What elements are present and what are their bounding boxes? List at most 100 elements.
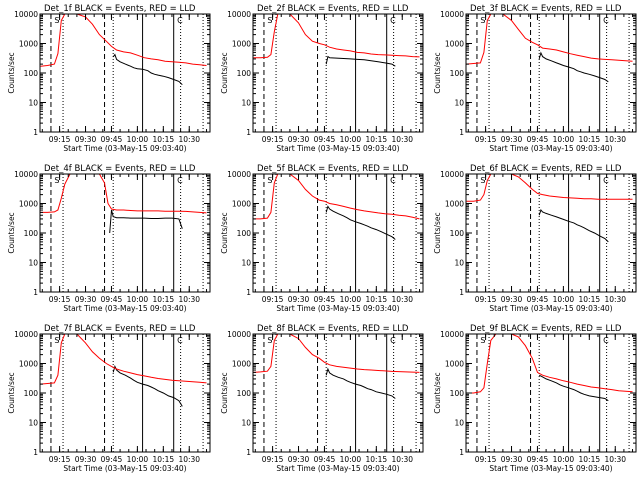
trigger-marker: C [603,176,609,185]
plot-frame [465,173,637,293]
plot-frame [465,333,637,453]
plot-frame [252,173,424,293]
chart-panel: 1 10 100 1000 10000 09:15 09:30 09:45 10:00 10:15… [7,4,211,153]
chart-title: Det_6f BLACK = Events, RED = LLD [470,164,622,174]
y-axis-label: Counts/sec [220,212,229,253]
x-axis-label: Start Time (03-May-15 09:03:40) [489,464,612,473]
x-tick-label: 09:30 [501,455,523,464]
x-tick-label: 09:30 [501,295,523,304]
x-axis-label: Start Time (03-May-15 09:03:40) [63,464,186,473]
y-tick-label: 10 [454,419,464,428]
events-series-line [325,367,396,399]
y-tick-label: 10000 [227,330,251,339]
trigger-marker: C [390,336,396,345]
x-tick-label: 09:15 [49,295,71,304]
x-tick-label: 10:30 [604,295,626,304]
x-tick-label: 10:30 [178,295,200,304]
chart-title: Det_2f BLACK = Events, RED = LLD [257,4,409,14]
y-tick-label: 100 [24,69,39,78]
x-axis-label: Start Time (03-May-15 09:03:40) [276,304,399,313]
events-series-line [109,209,183,234]
trigger-marker: C [390,16,396,25]
lld-series-line [40,173,207,214]
lld-series-line [466,333,633,394]
trigger-marker: C [603,16,609,25]
y-tick-label: 10000 [440,330,464,339]
trigger-marker: S [480,16,485,25]
chart-title: Det_4f BLACK = Events, RED = LLD [44,164,196,174]
x-tick-label: 09:30 [288,455,310,464]
x-tick-label: 09:30 [75,455,97,464]
x-axis-label: Start Time (03-May-15 09:03:40) [63,304,186,313]
trigger-marker: S [54,336,59,345]
x-tick-label: 09:30 [288,135,310,144]
y-tick-label: 10000 [14,170,38,179]
events-series-line [538,51,609,83]
y-tick-label: 10000 [14,330,38,339]
y-tick-label: 10 [28,99,38,108]
trigger-marker: C [177,176,183,185]
y-tick-label: 10000 [440,170,464,179]
x-tick-label: 10:00 [340,135,362,144]
x-tick-label: 10:15 [579,135,601,144]
y-tick-label: 100 [24,229,39,238]
y-tick-label: 100 [450,69,465,78]
trigger-marker: C [390,176,396,185]
x-tick-label: 09:15 [475,295,497,304]
y-tick-label: 10000 [227,170,251,179]
chart-panel: 1 10 100 1000 10000 09:15 09:30 09:45 10:00 10:15… [433,324,637,473]
x-tick-label: 09:15 [475,135,497,144]
chart-panel: 1 10 100 1000 10000 09:15 09:30 09:45 10:00 10:15… [7,324,211,473]
events-series-line [112,53,183,86]
x-axis-label: Start Time (03-May-15 09:03:40) [489,144,612,153]
y-tick-label: 1000 [19,200,38,209]
y-tick-label: 1000 [19,360,38,369]
y-axis-label: Counts/sec [7,52,16,93]
y-axis-label: Counts/sec [433,52,442,93]
plot-frame [39,173,211,293]
x-tick-label: 10:30 [604,455,626,464]
plot-frame [465,13,637,133]
x-tick-label: 10:15 [366,455,388,464]
x-tick-label: 10:30 [391,455,413,464]
y-tick-label: 1000 [19,40,38,49]
y-tick-label: 10000 [227,10,251,19]
x-tick-label: 09:15 [262,455,284,464]
trigger-marker: S [267,176,272,185]
y-tick-label: 1000 [445,360,464,369]
y-tick-label: 1 [246,288,251,297]
lld-series-line [253,173,420,220]
trigger-marker: S [480,176,485,185]
y-tick-label: 10 [241,99,251,108]
y-tick-label: 1 [246,128,251,137]
trigger-marker: S [267,16,272,25]
x-tick-label: 10:15 [366,295,388,304]
trigger-marker: S [267,336,272,345]
x-tick-label: 09:45 [101,135,123,144]
y-tick-label: 10 [241,259,251,268]
x-tick-label: 10:30 [391,295,413,304]
x-tick-label: 09:30 [75,295,97,304]
y-tick-label: 10000 [14,10,38,19]
chart-panel: 1 10 100 1000 10000 09:15 09:30 09:45 10:00 10:15… [220,324,424,473]
events-series-line [325,205,396,240]
y-tick-label: 1 [33,288,38,297]
y-tick-label: 100 [237,229,252,238]
x-tick-label: 09:30 [501,135,523,144]
x-tick-label: 10:30 [178,135,200,144]
x-tick-label: 09:45 [314,135,336,144]
plot-frame [39,13,211,133]
y-tick-label: 1 [33,128,38,137]
x-tick-label: 10:15 [579,455,601,464]
trigger-marker: S [54,16,59,25]
x-tick-label: 10:30 [391,135,413,144]
y-tick-label: 1 [459,448,464,457]
x-tick-label: 10:00 [553,295,575,304]
y-tick-label: 10 [28,259,38,268]
x-tick-label: 10:15 [579,295,601,304]
x-tick-label: 10:00 [340,455,362,464]
trigger-marker: S [54,176,59,185]
y-tick-label: 100 [237,69,252,78]
lld-series-line [466,13,633,65]
plot-frame [252,13,424,133]
